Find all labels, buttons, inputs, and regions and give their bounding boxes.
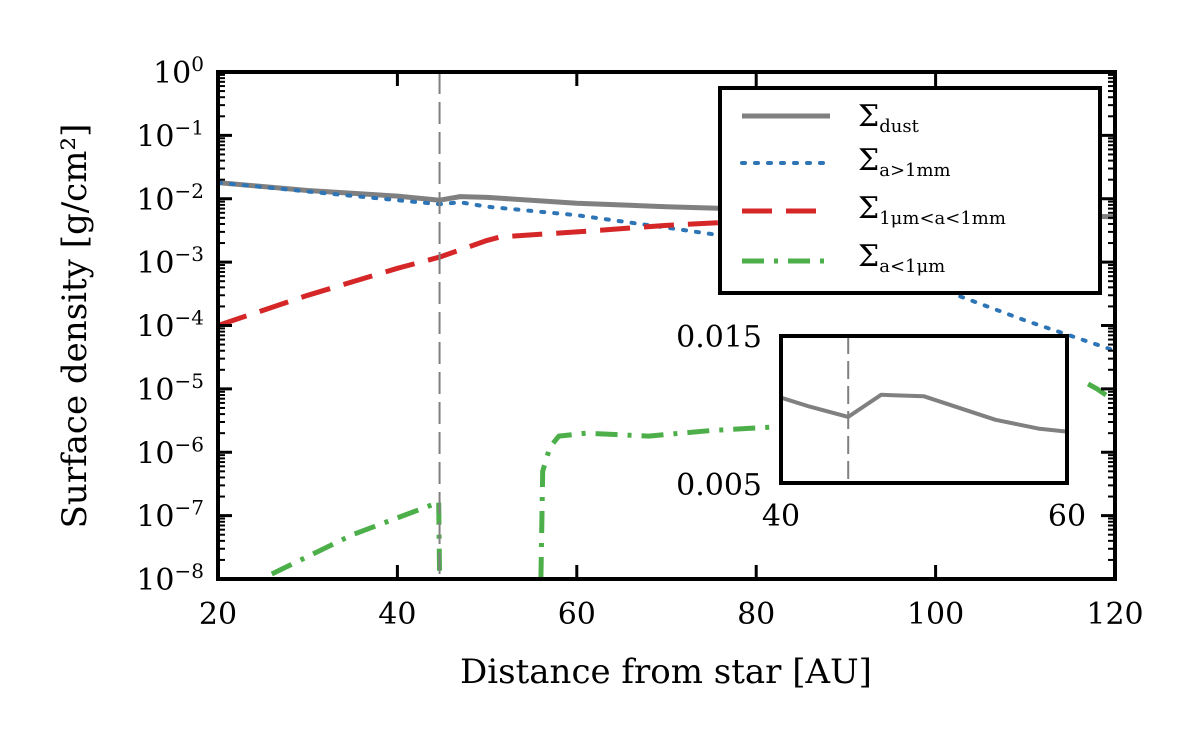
legend-label-mid-grains: Σ1μm<a<1mm <box>858 191 1006 229</box>
y-tick-label: 10−7 <box>136 496 204 535</box>
inset-y-tick-label-top: 0.015 <box>676 320 762 355</box>
x-tick-label: 80 <box>737 597 775 632</box>
y-tick-label: 10−4 <box>136 306 204 345</box>
y-tick-label: 10−1 <box>136 115 204 154</box>
legend: Σdust Σa>1mm Σ1μm<a<1mm Σa<1μm <box>718 86 1102 295</box>
series-line-2 <box>218 218 757 328</box>
inset-chart: 0.015 0.005 40 60 <box>676 320 1086 534</box>
series-line-3 <box>538 424 775 579</box>
legend-box <box>718 86 1102 295</box>
inset-box <box>781 336 1067 483</box>
legend-label-dust: Σdust <box>858 99 920 137</box>
y-tick-label: 100 <box>153 52 204 91</box>
x-tick-labels: 20 40 60 80 100 120 <box>199 597 1144 632</box>
y-tick-label: 10−3 <box>136 242 204 281</box>
x-tick-label: 100 <box>907 597 964 632</box>
y-tick-label: 10−8 <box>136 559 204 598</box>
x-tick-label: 20 <box>199 597 237 632</box>
x-tick-label: 40 <box>378 597 416 632</box>
y-tick-label: 10−5 <box>136 369 204 408</box>
inset-y-tick-label-bottom: 0.005 <box>676 468 762 503</box>
inset-x-tick-label-left: 40 <box>762 499 800 534</box>
inset-frame <box>779 334 1069 485</box>
y-tick-label: 10−6 <box>136 432 204 471</box>
x-tick-label: 60 <box>558 597 596 632</box>
x-tick-label: 120 <box>1086 597 1143 632</box>
inset-series-line <box>781 392 1067 434</box>
x-axis-title: Distance from star [AU] <box>460 652 872 692</box>
plot-frame <box>216 70 1117 581</box>
inset-series-layer <box>781 392 1067 434</box>
series-line-3 <box>270 500 439 577</box>
y-tick-label: 10−2 <box>136 179 204 218</box>
legend-label-small-grains: Σa<1μm <box>858 239 945 277</box>
inset-x-tick-label-right: 60 <box>1048 499 1086 534</box>
y-axis-title: Surface density [g/cm²] <box>55 124 95 529</box>
legend-label-large-grains: Σa>1mm <box>858 143 951 181</box>
y-tick-labels: 10−8 10−7 10−6 10−5 10−4 10−3 10−2 10−1 … <box>136 52 204 598</box>
series-line-3 <box>1086 381 1108 398</box>
